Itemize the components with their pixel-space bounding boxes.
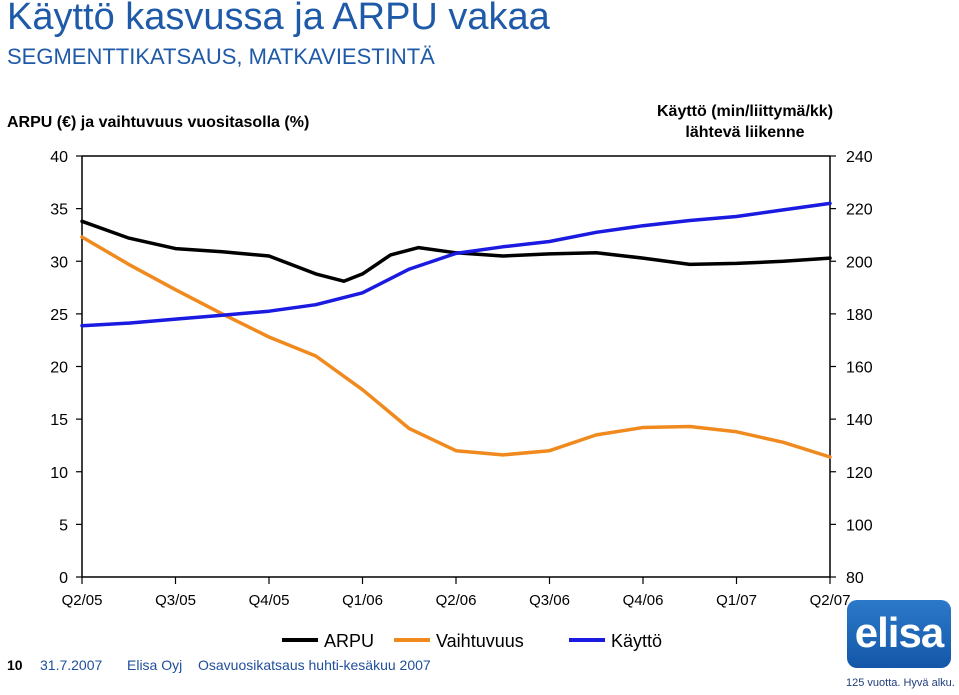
y-left-tick-label: 40 xyxy=(50,149,68,166)
x-tick-label: Q1/06 xyxy=(342,592,383,609)
x-tick-label: Q2/06 xyxy=(436,592,477,609)
legend-label: Käyttö xyxy=(611,631,662,651)
x-tick-label: Q4/05 xyxy=(249,592,290,609)
left-axis-title: ARPU (€) ja vaihtuvuus vuositasolla (%) xyxy=(7,114,310,131)
x-tick-label: Q2/05 xyxy=(62,592,103,609)
y-left-tick-label: 25 xyxy=(50,307,68,324)
legend-label: Vaihtuvuus xyxy=(436,631,524,651)
page-subtitle: SEGMENTTIKATSAUS, MATKAVIESTINTÄ xyxy=(7,44,435,69)
y-left-tick-label: 15 xyxy=(50,412,68,429)
series-line-arpu xyxy=(80,219,832,283)
y-right-tick-label: 240 xyxy=(846,149,873,166)
y-right-tick-label: 100 xyxy=(846,517,873,534)
x-tick-label: Q2/07 xyxy=(810,592,851,609)
y-left-tick-label: 5 xyxy=(59,517,68,534)
y-right-tick-label: 200 xyxy=(846,254,873,271)
footer-date: 31.7.2007 xyxy=(40,657,103,673)
y-left-tick-label: 10 xyxy=(50,465,68,482)
y-left-tick-label: 35 xyxy=(50,202,68,219)
series-line-vaihtuvuus xyxy=(80,235,832,459)
right-axis-title-line1: Käyttö (min/liittymä/kk) xyxy=(656,103,834,120)
series-line-käyttö xyxy=(80,201,832,328)
elisa-logo: elisa xyxy=(847,600,951,668)
brand-tagline: 125 vuotta. Hyvä alku. xyxy=(846,677,955,689)
y-right-tick-label: 120 xyxy=(846,465,873,482)
y-right-tick-label: 220 xyxy=(846,202,873,219)
x-tick-label: Q3/06 xyxy=(529,592,570,609)
y-right-tick-label: 160 xyxy=(846,360,873,377)
y-left-tick-label: 20 xyxy=(50,360,68,377)
y-right-tick-label: 140 xyxy=(846,412,873,429)
legend-label: ARPU xyxy=(324,631,374,651)
footer-document-title: Osavuosikatsaus huhti-kesäkuu 2007 xyxy=(198,657,431,673)
x-tick-label: Q1/07 xyxy=(716,592,757,609)
right-axis-title-line2: lähtevä liikenne xyxy=(685,124,805,141)
page-title: Käyttö kasvussa ja ARPU vakaa xyxy=(7,0,550,38)
y-left-tick-label: 30 xyxy=(50,254,68,271)
right-axis-title: Käyttö (min/liittymä/kk) lähtevä liikenn… xyxy=(615,101,875,143)
footer-company: Elisa Oyj xyxy=(127,657,183,673)
page-number: 10 xyxy=(7,657,23,673)
x-tick-label: Q4/06 xyxy=(623,592,664,609)
y-right-tick-label: 80 xyxy=(846,570,864,587)
y-right-tick-label: 180 xyxy=(846,307,873,324)
y-left-tick-label: 0 xyxy=(59,570,68,587)
x-tick-label: Q3/05 xyxy=(155,592,196,609)
